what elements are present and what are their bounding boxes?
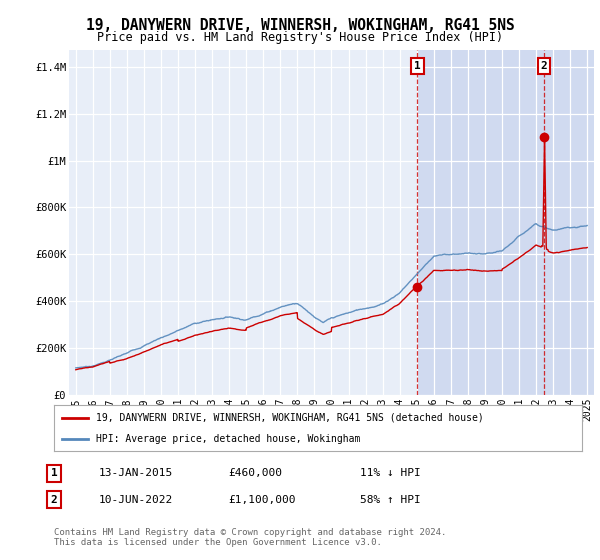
Text: Contains HM Land Registry data © Crown copyright and database right 2024.
This d: Contains HM Land Registry data © Crown c… — [54, 528, 446, 547]
Text: 2: 2 — [541, 60, 547, 71]
Text: 10-JUN-2022: 10-JUN-2022 — [99, 494, 173, 505]
Bar — [418, 50, 600, 395]
Text: 13-JAN-2015: 13-JAN-2015 — [99, 468, 173, 478]
Text: 58% ↑ HPI: 58% ↑ HPI — [360, 494, 421, 505]
Text: 19, DANYWERN DRIVE, WINNERSH, WOKINGHAM, RG41 5NS (detached house): 19, DANYWERN DRIVE, WINNERSH, WOKINGHAM,… — [96, 413, 484, 423]
Text: HPI: Average price, detached house, Wokingham: HPI: Average price, detached house, Woki… — [96, 435, 361, 444]
Text: 11% ↓ HPI: 11% ↓ HPI — [360, 468, 421, 478]
Text: £1,100,000: £1,100,000 — [228, 494, 296, 505]
Text: Price paid vs. HM Land Registry's House Price Index (HPI): Price paid vs. HM Land Registry's House … — [97, 31, 503, 44]
Text: 1: 1 — [414, 60, 421, 71]
Text: 1: 1 — [50, 468, 58, 478]
Text: £460,000: £460,000 — [228, 468, 282, 478]
Text: 2: 2 — [50, 494, 58, 505]
Text: 19, DANYWERN DRIVE, WINNERSH, WOKINGHAM, RG41 5NS: 19, DANYWERN DRIVE, WINNERSH, WOKINGHAM,… — [86, 18, 514, 33]
